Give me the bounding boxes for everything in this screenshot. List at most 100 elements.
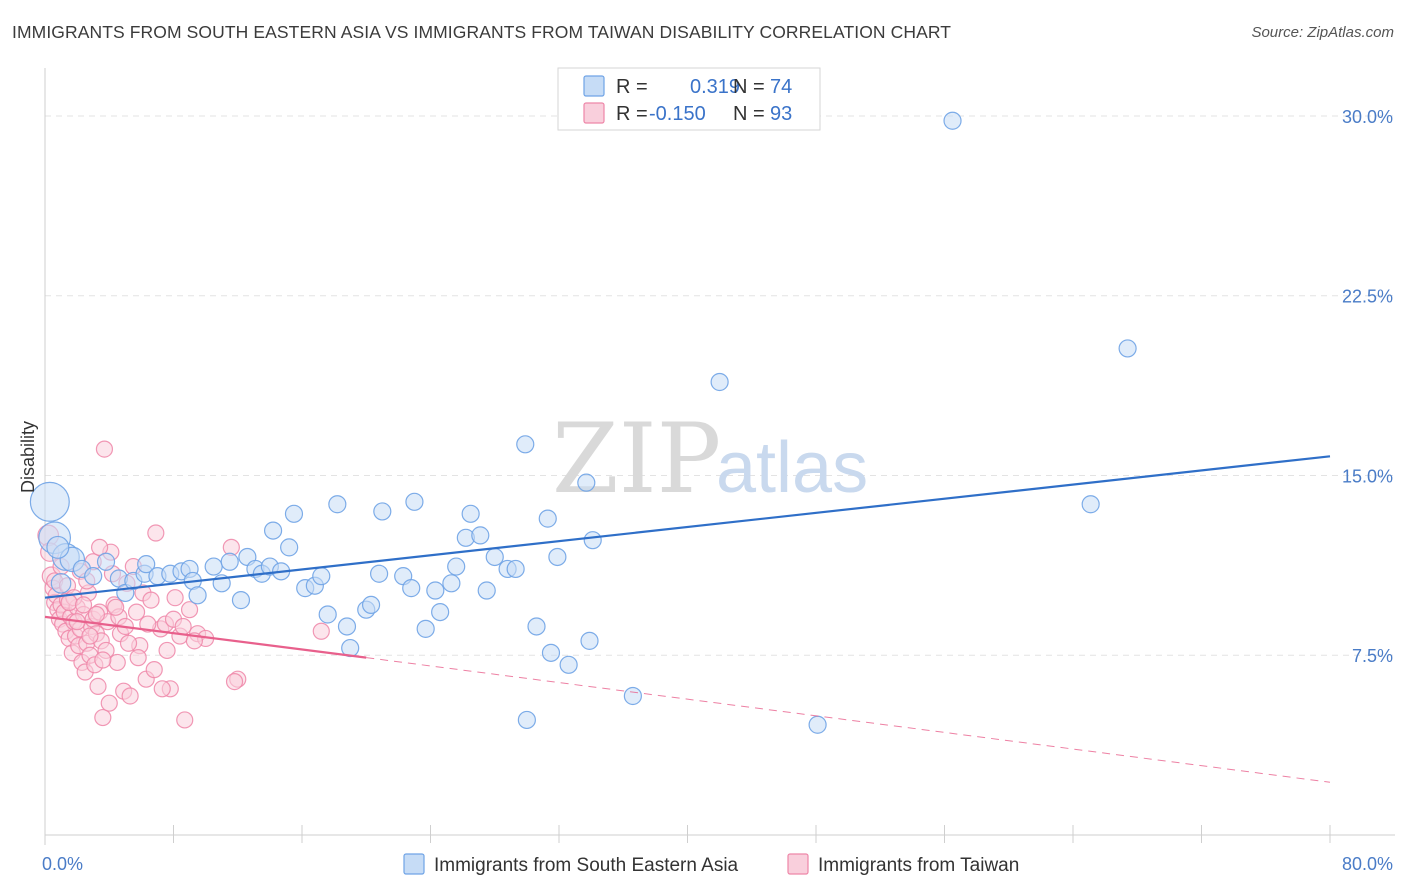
series-sea-points: [29, 111, 1137, 734]
legend-n-value-sea: 74: [770, 76, 792, 98]
bottom-legend-swatch-taiwan: [787, 853, 809, 875]
legend: R = 0.319 N = 74 R = -0.150 N = 93: [557, 67, 821, 131]
watermark-atlas: atlas: [716, 428, 868, 508]
sea-point: [471, 526, 490, 545]
taiwan-point: [121, 687, 139, 705]
sea-point: [312, 567, 331, 586]
taiwan-point: [166, 589, 184, 607]
taiwan-point: [94, 708, 112, 727]
legend-swatch-taiwan: [583, 102, 605, 124]
bottom-legend-label-taiwan: Immigrants from Taiwan: [818, 855, 1019, 876]
taiwan-point: [107, 598, 125, 616]
x-tick-label-0: 0.0%: [42, 854, 83, 874]
sea-point: [583, 531, 602, 550]
sea-point: [431, 602, 450, 622]
sea-point: [84, 567, 103, 586]
taiwan-point: [174, 617, 192, 636]
grid: [45, 115, 1395, 656]
legend-n-label-sea: N =: [733, 76, 765, 98]
y-axis-label: Disability: [18, 421, 38, 493]
sea-point: [461, 504, 480, 523]
sea-point: [188, 586, 207, 605]
source-credit: Source: ZipAtlas.com: [1251, 24, 1394, 41]
sea-point: [318, 605, 337, 624]
series-taiwan-points: [37, 440, 330, 729]
y-tick-label-3: 30.0%: [1342, 107, 1393, 127]
sea-point: [447, 557, 466, 576]
legend-r-label-taiwan: R =: [616, 103, 648, 125]
sea-point: [710, 372, 729, 392]
taiwan-point: [180, 601, 199, 619]
sea-point: [328, 495, 347, 514]
sea-point: [623, 686, 642, 706]
legend-swatch-sea: [583, 75, 605, 97]
sea-point: [337, 617, 357, 636]
sea-point: [46, 535, 70, 559]
taiwan-point: [74, 596, 93, 614]
legend-n-value-taiwan: 93: [770, 103, 792, 125]
sea-point: [284, 504, 304, 523]
sea-point: [477, 581, 496, 600]
taiwan-point: [129, 649, 147, 667]
legend-r-label-sea: R =: [616, 76, 648, 98]
sea-point: [204, 557, 223, 576]
taiwan-point: [153, 680, 171, 698]
sea-point: [370, 564, 389, 583]
sea-point: [442, 574, 461, 593]
y-tick-label-2: 22.5%: [1342, 287, 1393, 307]
bottom-legend-label-sea: Immigrants from South Eastern Asia: [434, 855, 739, 876]
sea-point: [808, 715, 827, 734]
taiwan-point: [108, 653, 126, 672]
taiwan-point: [94, 651, 112, 669]
chart-title: IMMIGRANTS FROM SOUTH EASTERN ASIA VS IM…: [12, 22, 952, 42]
trend-line-sea: [44, 455, 1331, 599]
legend-r-value-sea: 0.319: [690, 76, 740, 98]
sea-point: [29, 481, 70, 522]
sea-point: [541, 643, 561, 662]
taiwan-point: [139, 615, 157, 633]
x-tick-label-1: 80.0%: [1342, 854, 1393, 874]
taiwan-point: [145, 661, 163, 679]
sea-point: [263, 521, 283, 540]
taiwan-point: [176, 711, 194, 729]
trend-lines: [44, 455, 1331, 783]
taiwan-point: [225, 672, 244, 691]
bottom-legend: Immigrants from South Eastern Asia Immig…: [403, 853, 1019, 876]
taiwan-point: [95, 440, 114, 458]
sea-point: [373, 502, 392, 521]
taiwan-point: [60, 593, 78, 612]
sea-point: [231, 591, 251, 610]
taiwan-point: [100, 694, 118, 712]
sea-point: [580, 631, 599, 650]
sea-point: [280, 538, 299, 557]
sea-point: [943, 111, 962, 130]
sea-point: [405, 492, 424, 511]
sea-point: [137, 555, 156, 574]
sea-point: [402, 579, 421, 598]
taiwan-point: [158, 641, 176, 660]
taiwan-point: [312, 622, 330, 640]
legend-r-value-taiwan: -0.150: [649, 103, 706, 125]
sea-point: [577, 473, 596, 492]
taiwan-point: [87, 605, 106, 624]
taiwan-point: [89, 677, 107, 695]
sea-point: [50, 573, 72, 594]
sea-point: [96, 552, 116, 571]
tick-labels: 7.5% 15.0% 22.5% 30.0% 0.0% 80.0%: [42, 107, 1393, 874]
sea-point: [1081, 495, 1100, 514]
axes: [44, 68, 1395, 845]
watermark: ZIP atlas: [552, 403, 868, 515]
trend-line-taiwan-extended: [366, 657, 1331, 783]
legend-n-label-taiwan: N =: [733, 103, 765, 125]
sea-point: [361, 595, 381, 615]
sea-point: [559, 655, 578, 674]
y-tick-label-1: 15.0%: [1342, 466, 1393, 486]
bottom-legend-swatch-sea: [403, 853, 425, 875]
sea-point: [517, 710, 536, 730]
sea-point: [538, 509, 557, 528]
sea-point: [485, 547, 504, 567]
y-tick-label-0: 7.5%: [1352, 646, 1393, 666]
sea-point: [220, 552, 239, 571]
sea-point: [516, 435, 535, 454]
